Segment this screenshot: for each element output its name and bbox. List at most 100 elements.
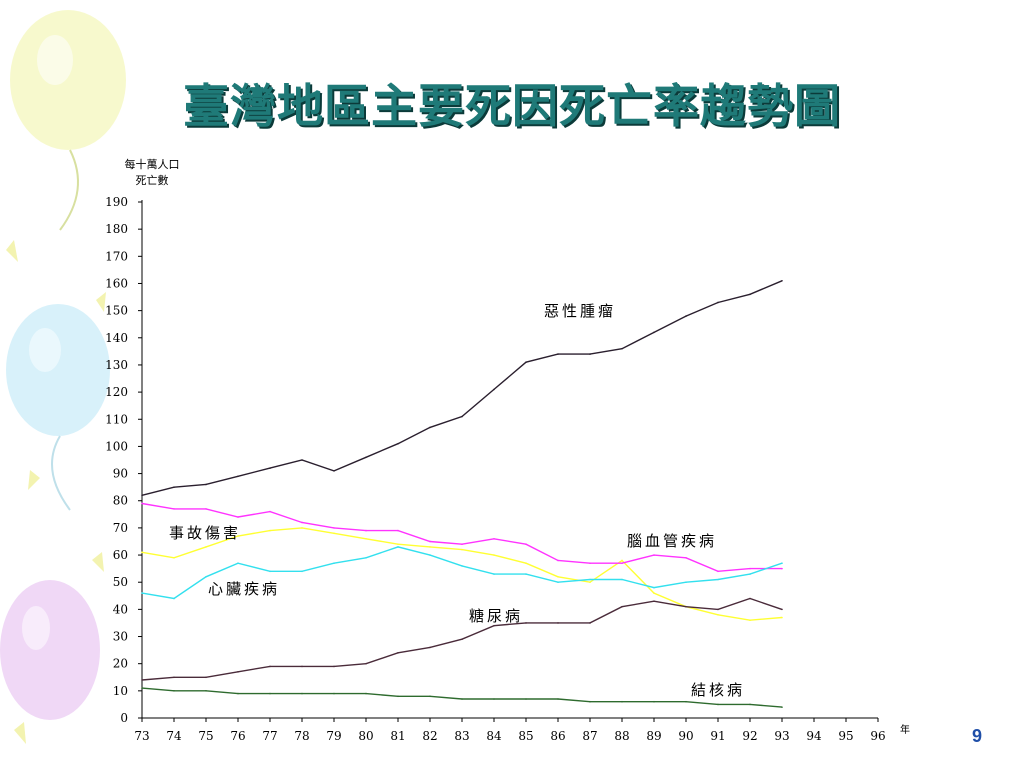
x-tick-label: 93 xyxy=(774,729,789,743)
y-tick-label: 10 xyxy=(113,684,128,698)
x-tick-label: 84 xyxy=(486,729,502,743)
data-point xyxy=(557,353,559,355)
data-point xyxy=(717,570,719,573)
y-tick-label: 20 xyxy=(113,657,128,671)
y-tick-label: 190 xyxy=(105,195,128,209)
data-point xyxy=(269,665,271,668)
data-point xyxy=(173,486,175,488)
y-tick-label: 170 xyxy=(105,249,128,263)
x-tick-label: 90 xyxy=(678,729,693,743)
data-point xyxy=(621,562,623,564)
data-point xyxy=(301,521,303,524)
y-tick-label: 90 xyxy=(113,467,128,481)
data-point xyxy=(237,692,239,695)
data-point xyxy=(653,554,655,556)
y-tick-label: 140 xyxy=(105,331,128,345)
data-point xyxy=(397,529,399,532)
data-point xyxy=(429,426,431,429)
data-point xyxy=(141,679,143,681)
data-point xyxy=(205,546,207,548)
data-point xyxy=(269,510,271,513)
x-axis-label: 年 xyxy=(900,723,910,736)
data-point xyxy=(749,619,751,622)
data-point xyxy=(141,494,143,497)
data-point xyxy=(173,690,175,692)
data-point xyxy=(557,581,559,584)
x-tick-label: 92 xyxy=(742,729,757,743)
y-tick-label: 60 xyxy=(113,548,128,562)
data-point xyxy=(493,554,495,556)
series-label: 惡性腫瘤 xyxy=(544,302,616,320)
y-tick-label: 70 xyxy=(113,521,128,535)
data-point xyxy=(717,608,719,611)
data-point xyxy=(525,543,527,545)
data-point xyxy=(461,415,463,418)
data-point xyxy=(365,662,367,665)
data-point xyxy=(749,567,751,570)
data-point xyxy=(141,551,143,554)
data-point xyxy=(397,695,399,698)
data-point xyxy=(301,665,303,668)
x-tick-label: 83 xyxy=(454,729,469,743)
data-point xyxy=(461,548,463,551)
y-tick-label: 0 xyxy=(120,711,128,725)
y-tick-label: 180 xyxy=(105,222,128,236)
y-tick-label: 30 xyxy=(113,630,128,644)
page-number: 9 xyxy=(972,726,983,746)
data-point xyxy=(557,575,559,578)
data-point xyxy=(429,540,431,543)
data-point xyxy=(397,442,399,445)
x-tick-label: 91 xyxy=(710,729,725,743)
data-point xyxy=(269,467,271,469)
x-tick-label: 77 xyxy=(262,729,277,743)
data-point xyxy=(461,543,463,545)
data-point xyxy=(141,687,143,689)
x-tick-label: 95 xyxy=(838,729,853,743)
data-point xyxy=(525,361,527,364)
x-tick-label: 73 xyxy=(134,729,149,743)
data-point xyxy=(717,703,719,706)
data-point xyxy=(333,665,335,668)
data-point xyxy=(301,527,303,529)
data-point xyxy=(141,502,143,505)
data-point xyxy=(493,537,495,540)
x-tick-label: 81 xyxy=(390,729,405,743)
data-point xyxy=(237,516,239,518)
data-point xyxy=(301,570,303,573)
data-point xyxy=(781,608,783,611)
data-point xyxy=(525,622,527,624)
data-point xyxy=(493,388,495,391)
data-point xyxy=(653,600,655,603)
y-tick-label: 50 xyxy=(113,575,128,589)
data-point xyxy=(461,698,463,700)
data-point xyxy=(461,565,463,567)
data-point xyxy=(205,676,207,679)
data-point xyxy=(717,578,719,581)
data-point xyxy=(685,605,687,608)
data-point xyxy=(333,692,335,695)
data-point xyxy=(621,559,623,562)
series-label: 糖尿病 xyxy=(469,607,523,625)
data-point xyxy=(173,556,175,559)
data-point xyxy=(685,556,687,559)
x-tick-label: 85 xyxy=(518,729,533,743)
data-point xyxy=(749,597,751,600)
data-point xyxy=(749,293,751,296)
x-tick-label: 88 xyxy=(614,729,629,743)
x-tick-label: 79 xyxy=(326,729,341,743)
data-point xyxy=(717,301,719,304)
data-point xyxy=(589,700,591,703)
series-label: 心臟疾病 xyxy=(208,580,280,598)
x-tick-label: 82 xyxy=(422,729,437,743)
data-point xyxy=(269,692,271,695)
x-tick-label: 78 xyxy=(294,729,309,743)
data-point xyxy=(237,562,239,564)
data-point xyxy=(365,456,367,459)
x-tick-label: 74 xyxy=(166,729,182,743)
x-tick-label: 86 xyxy=(550,729,565,743)
data-point xyxy=(173,676,175,679)
data-point xyxy=(333,532,335,535)
x-tick-label: 87 xyxy=(582,729,597,743)
data-point xyxy=(653,592,655,594)
data-point xyxy=(269,570,271,573)
